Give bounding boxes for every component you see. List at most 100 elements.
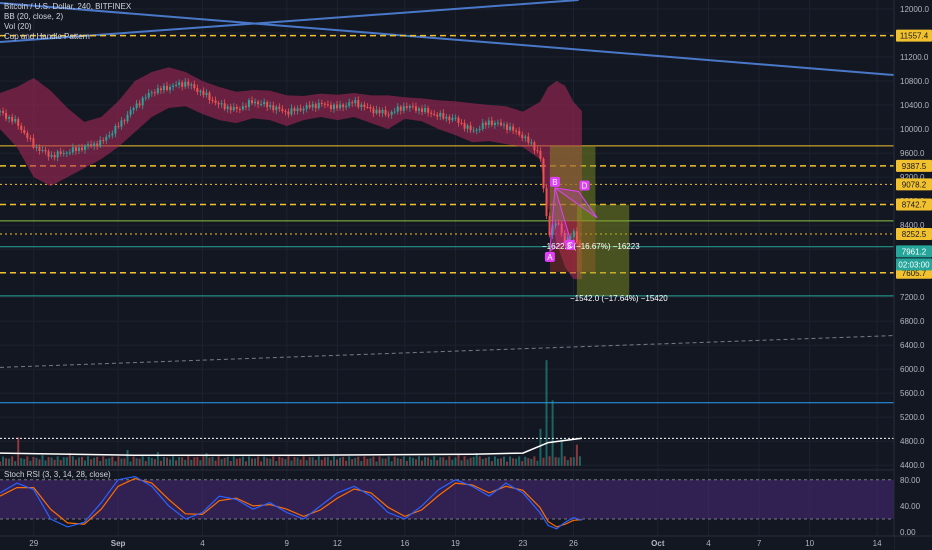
volume-bar xyxy=(536,460,539,466)
time-tick-11: 7 xyxy=(757,539,762,548)
volume-bar xyxy=(144,461,147,466)
candle-body xyxy=(496,122,499,124)
candle-body xyxy=(402,106,405,111)
stoch-k-line xyxy=(0,475,583,530)
volume-bar xyxy=(454,457,457,466)
candle-body xyxy=(114,126,117,134)
candle-body xyxy=(311,104,314,108)
candle-body xyxy=(126,114,129,122)
candle-body xyxy=(84,146,87,151)
candle-body xyxy=(314,104,317,109)
volume-bar xyxy=(62,457,65,466)
candle-body xyxy=(129,110,132,115)
time-tick-7: 23 xyxy=(518,539,527,548)
volume-bar xyxy=(211,456,214,466)
candle-body xyxy=(539,150,542,159)
volume-bar xyxy=(560,439,563,466)
candle-body xyxy=(451,117,454,121)
volume-bar xyxy=(451,459,454,466)
candle-body xyxy=(187,81,190,86)
candle-body xyxy=(393,111,396,113)
candle-body xyxy=(557,223,560,225)
candle-body xyxy=(132,108,135,111)
candle-body xyxy=(68,152,71,154)
volume-bar xyxy=(381,458,384,466)
candle-body xyxy=(211,99,214,101)
stoch-legend: Stoch RSI (3, 3, 14, 28, close) xyxy=(4,470,111,480)
price-tick-17: 5200.0 xyxy=(900,413,925,422)
volume-bar xyxy=(393,456,396,466)
candle-body xyxy=(205,92,208,96)
candle-body xyxy=(351,102,354,104)
volume-bar xyxy=(332,456,335,466)
time-tick-12: 10 xyxy=(805,539,814,548)
candle-body xyxy=(554,223,557,226)
volume-bar xyxy=(263,456,266,466)
volume-bar xyxy=(87,456,90,466)
price-label-box-0 xyxy=(896,29,932,42)
volume-bar xyxy=(457,454,460,466)
volume-bar xyxy=(90,459,93,466)
volume-bar xyxy=(102,456,105,466)
volume-bar xyxy=(439,457,442,466)
volume-bar xyxy=(229,460,232,466)
volume-bar xyxy=(96,456,99,466)
legend-symbol[interactable]: Bitcoin / U.S. Dollar, 240, BITFINEX xyxy=(4,2,132,11)
candle-body xyxy=(87,144,90,147)
volume-bar xyxy=(11,456,14,466)
volume-bar xyxy=(217,456,220,466)
time-tick-13: 14 xyxy=(873,539,882,548)
candle-body xyxy=(32,138,35,148)
candle-body xyxy=(448,116,451,121)
countdown-box xyxy=(896,258,932,271)
legend-vol[interactable]: Vol (20) xyxy=(4,22,32,31)
candle-body xyxy=(178,82,181,85)
candle-body xyxy=(241,106,244,110)
candle-body xyxy=(150,92,153,94)
candle-body xyxy=(363,104,366,108)
volume-bar xyxy=(314,459,317,466)
candle-body xyxy=(20,125,23,131)
candle-body xyxy=(293,108,296,112)
legend-bb[interactable]: BB (20, close, 2) xyxy=(4,12,64,21)
countdown-label: 02:03:00 xyxy=(898,260,930,269)
legend-stoch[interactable]: Stoch RSI (3, 3, 14, 28, close) xyxy=(4,470,111,479)
volume-bar xyxy=(241,456,244,466)
volume-bar xyxy=(506,461,509,466)
volume-bar xyxy=(68,453,71,466)
volume-bar xyxy=(569,457,572,466)
volume-bar xyxy=(272,456,275,466)
price-label-box-2 xyxy=(896,178,932,191)
volume-bar xyxy=(342,456,345,466)
candle-body xyxy=(484,122,487,125)
candle-body xyxy=(320,103,323,105)
candle-body xyxy=(162,85,165,91)
legend-pattern[interactable]: Cup and Handle Pattern xyxy=(4,32,90,41)
volume-bar xyxy=(542,457,545,466)
volume-bar xyxy=(299,459,302,466)
candle-body xyxy=(515,130,518,132)
pattern-label-c: C xyxy=(567,241,573,250)
volume-bar xyxy=(515,458,518,466)
candle-body xyxy=(560,223,563,233)
candle-body xyxy=(251,100,254,104)
volume-bar xyxy=(518,456,521,466)
volume-bar xyxy=(281,457,284,466)
candle-body xyxy=(105,136,108,141)
candle-body xyxy=(417,108,420,111)
stoch-band xyxy=(0,479,894,520)
candle-body xyxy=(238,108,241,110)
volume-bar xyxy=(293,456,296,466)
candle-body xyxy=(38,146,41,151)
candle-body xyxy=(378,109,381,114)
volume-bar xyxy=(53,459,56,466)
candle-body xyxy=(475,129,478,131)
candle-body xyxy=(430,112,433,114)
volume-bar xyxy=(427,457,430,466)
candle-body xyxy=(506,124,509,130)
candle-body xyxy=(548,216,551,236)
candle-body xyxy=(533,142,536,151)
candle-body xyxy=(120,120,123,127)
pattern-point-c xyxy=(565,239,576,250)
